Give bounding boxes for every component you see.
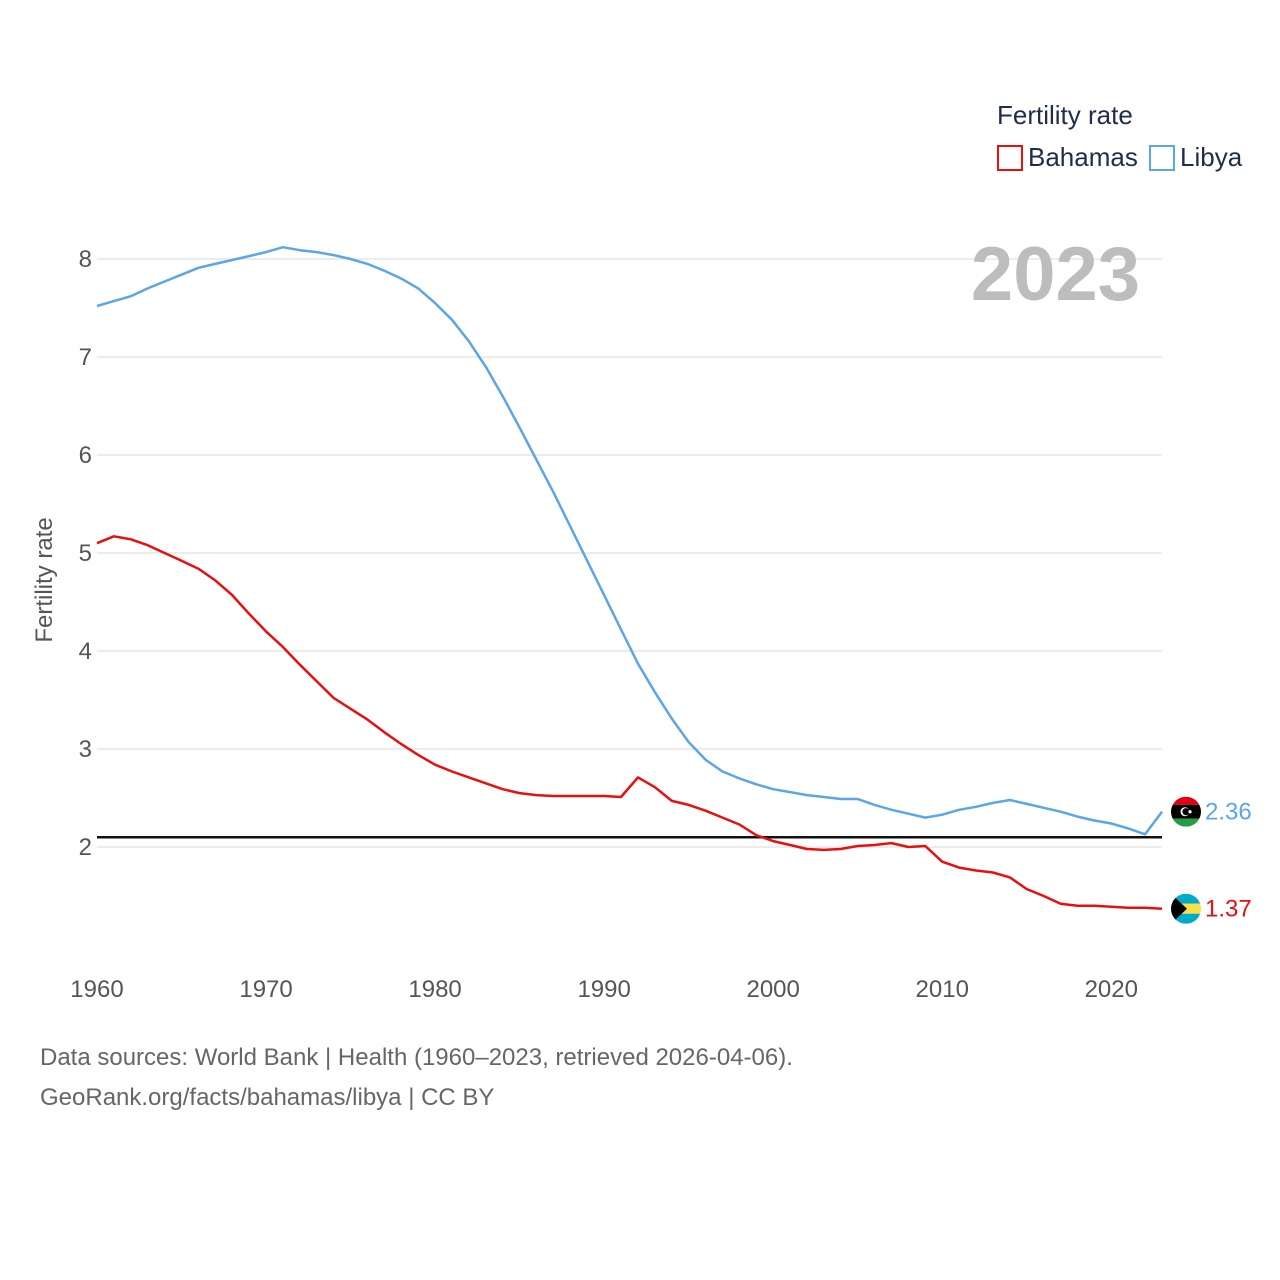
legend-swatch-libya: [1149, 145, 1175, 171]
bahamas-flag-icon: [1171, 893, 1201, 924]
series-line-bahamas[interactable]: [96, 535, 1163, 910]
y-axis-title: Fertility rate: [31, 517, 58, 642]
y-tick-label-2: 2: [79, 834, 92, 861]
x-tick-label-1970: 1970: [239, 976, 292, 1003]
y-tick-label-6: 6: [79, 442, 92, 469]
series-lines: [96, 245, 1164, 910]
series-line-libya[interactable]: [96, 245, 1164, 836]
y-tick-label-7: 7: [79, 344, 92, 371]
current-year-label: 2023: [971, 232, 1140, 317]
x-tick-label-2010: 2010: [916, 976, 969, 1003]
legend-item-libya[interactable]: Libya: [1149, 142, 1243, 172]
end-label-bahamas: 1.37: [1205, 896, 1252, 923]
x-tick-labels: 1960 1970 1980 1990 2000 2010 2020: [70, 976, 1138, 1003]
y-tick-label-5: 5: [79, 540, 92, 567]
legend-title: Fertility rate: [997, 100, 1133, 130]
x-tick-label-1990: 1990: [577, 976, 630, 1003]
legend: Fertility rate Bahamas Libya: [997, 100, 1243, 172]
y-tick-label-4: 4: [79, 638, 92, 665]
legend-swatch-bahamas: [997, 145, 1023, 171]
x-tick-label-1980: 1980: [408, 976, 461, 1003]
y-tick-label-3: 3: [79, 736, 92, 763]
legend-label-libya: Libya: [1180, 142, 1243, 172]
y-tick-label-8: 8: [79, 246, 92, 273]
x-tick-label-1960: 1960: [70, 976, 123, 1003]
footer-sources: Data sources: World Bank | Health (1960–…: [40, 1044, 793, 1071]
libya-flag-icon: [1171, 796, 1201, 827]
fertility-rate-chart: 2 3 4 5 6 7 8 1960 1970 1980 1990 2000 2010 2020 1.3…: [31, 100, 1252, 1003]
footer-attribution[interactable]: GeoRank.org/facts/bahamas/libya | CC BY: [40, 1084, 495, 1111]
legend-item-bahamas[interactable]: Bahamas: [997, 142, 1138, 172]
legend-label-bahamas: Bahamas: [1028, 142, 1138, 172]
y-tick-labels: 2 3 4 5 6 7 8: [79, 246, 92, 861]
series-end-markers: 1.37 2.36: [1171, 796, 1252, 924]
end-label-libya: 2.36: [1205, 799, 1252, 826]
gridlines: [97, 258, 1162, 848]
x-tick-label-2000: 2000: [746, 976, 799, 1003]
x-tick-label-2020: 2020: [1085, 976, 1138, 1003]
